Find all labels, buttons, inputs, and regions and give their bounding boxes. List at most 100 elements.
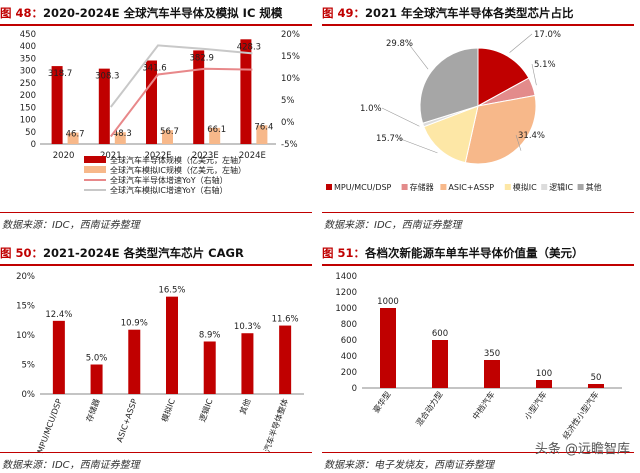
figure-title: 2021 年全球汽车半导体各类型芯片占比 [365,6,574,20]
x-tick-label: 2024E [239,151,266,161]
pie-leader-line [509,33,533,53]
pie-value-label: 5.1% [534,60,556,70]
bar-value-label: 56.7 [160,127,179,137]
bar [128,329,141,394]
figure-tag: 图 50： [0,246,44,260]
source-note: 数据来源：电子发烧友，西南证券整理 [324,460,494,471]
source-rule [322,452,634,453]
pie-leader-line [381,107,420,127]
bar-analog-ic [67,132,79,144]
y-tick-label: 0% [22,390,36,400]
y-tick-label: 5% [22,361,36,371]
bar-analog-ic [256,125,268,144]
source-note: 数据来源：IDC，西南证券整理 [2,220,140,231]
figure-tag: 图 49： [322,6,366,20]
legend-label: 存储器 [410,182,434,192]
bar-semiconductor [146,60,157,145]
title-rule [0,24,312,26]
bar-analog-ic [209,127,221,144]
bar-analog-ic [114,132,126,144]
panel-title: 图 49：2021 年全球汽车半导体各类型芯片占比 [322,4,574,22]
y-left-tick-label: 150 [20,103,36,113]
bar-value-label: 76.4 [254,122,273,132]
x-tick-label: 2020 [53,151,75,161]
y-right-tick-label: -5% [281,140,298,150]
bar-value-label: 50 [591,373,602,383]
bar [90,364,103,394]
legend-label: ASIC+ASSP [448,183,494,192]
figure-title: 2020-2024E 全球汽车半导体及模拟 IC 规模 [43,6,283,20]
x-tick-label: 2022E [144,151,171,161]
pie-value-label: 29.8% [386,39,413,49]
source-rule [322,212,634,213]
bar-value-label: 10.9% [121,319,148,329]
pie-value-label: 15.7% [376,134,403,144]
x-tick-label: 汽车半导体整体 [261,397,290,453]
chart-fig51: 0 200 400 600 800 1000 1200 1400 1000 豪华型 600 混合动力型… [335,272,622,441]
y-tick-label: 1000 [335,304,357,314]
panel-title: 图 50：2021-2024E 各类型汽车芯片 CAGR [0,244,244,262]
pie-slice [464,94,537,165]
panel-fig48: 图 48：2020-2024E 全球汽车半导体及模拟 IC 规模 0 50 100 1… [0,0,318,236]
bar-value-label: 341.6 [142,63,166,73]
y-left-tick-label: 50 [25,128,36,138]
source-rule [0,212,312,213]
bar-value-label: 1000 [377,297,399,307]
figure-tag: 图 51： [322,246,366,260]
bar-value-label: 46.7 [66,130,85,140]
bar [52,320,65,394]
y-right-tick-label: 5% [281,96,295,106]
bar [166,296,178,394]
title-rule [0,264,312,266]
bar-value-label: 308.3 [95,72,119,82]
bar-value-label: 5.0% [86,354,108,364]
bar [203,341,216,394]
bar-value-label: 100 [536,369,552,379]
x-tick-label: 2023E [192,151,219,161]
pie-slice [477,47,530,107]
y-right-tick-label: 10% [281,74,300,84]
legend-label: 全球汽车半导体增速YoY（右轴） [110,175,228,185]
bar-value-label: 48.3 [113,129,132,139]
legend-label: 逻辑IC [549,182,573,192]
bar-value-label: 66.1 [207,125,226,135]
legend-swatch [440,184,447,190]
x-tick-label: 其他 [237,397,252,415]
panel-fig51: 图 51：各档次新能源车单车半导体价值量（美元） 0 200 400 600 800 10… [322,242,640,473]
y-left-tick-label: 0 [31,140,36,150]
bar-value-label: 318.7 [48,69,72,79]
x-tick-label: 小型汽车 [522,389,549,421]
pie-slice [419,47,479,124]
bar [588,384,604,388]
bar-value-label: 428.3 [237,42,261,52]
x-tick-label: MPU/MCU/DSP [36,397,64,454]
pie-leader-line [531,63,537,86]
bar-semiconductor [193,50,205,144]
legend-swatch [541,184,548,190]
bar-value-label: 10.3% [234,322,261,332]
y-tick-label: 20% [16,272,35,282]
source-rule [0,452,312,453]
pie-leader-line [397,137,438,154]
y-left-tick-label: 200 [20,91,36,101]
legend-swatch [84,166,106,173]
y-left-tick-label: 100 [20,116,36,126]
bar-value-label: 16.5% [158,286,185,296]
y-tick-label: 0 [352,384,357,394]
legend-swatch [577,184,584,190]
bar [432,340,448,388]
x-tick-label: 混合动力型 [414,389,445,428]
legend-swatch [401,184,408,190]
x-tick-label: 存储器 [84,397,102,423]
y-left-tick-label: 350 [20,54,36,64]
pie-leader-line [407,42,429,70]
chart-fig48: 0 50 100 150 200 250 300 350 400 450 -5% 0% 5% 10% 15%… [20,30,300,195]
y-tick-label: 15% [16,302,35,312]
y-right-tick-label: 15% [281,52,300,62]
line-analog-ic-yoy [110,44,253,108]
bar [380,308,396,388]
pie-leader-line [515,134,522,151]
panel-title: 图 48：2020-2024E 全球汽车半导体及模拟 IC 规模 [0,4,282,22]
bar-value-label: 8.9% [199,330,221,340]
legend-label: 全球汽车半导体规模（亿美元，左轴） [110,155,246,165]
